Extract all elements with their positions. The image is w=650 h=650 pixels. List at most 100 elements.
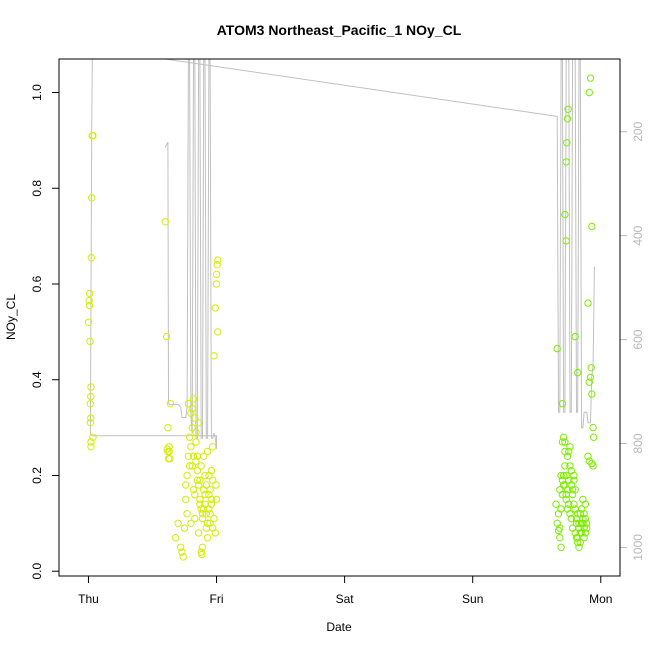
- data-point-0-25: [166, 455, 174, 463]
- data-point-0-55: [209, 443, 217, 451]
- data-point-1-20: [590, 433, 598, 441]
- data-point-0-43: [194, 419, 203, 427]
- data-point-1-77: [561, 447, 569, 456]
- data-point-1-16: [586, 373, 595, 381]
- data-point-1-7: [563, 115, 572, 123]
- plot-area: [84, 59, 598, 561]
- data-point-0-4: [86, 337, 94, 346]
- plot-series-group: [84, 59, 598, 561]
- x-tick-label-3: Sun: [462, 592, 483, 606]
- data-point-1-40: [574, 538, 582, 547]
- data-point-0-75: [194, 529, 203, 537]
- data-point-0-31: [179, 553, 187, 561]
- y-tick-label-1: 0.2: [30, 467, 44, 484]
- data-point-1-33: [565, 447, 573, 456]
- data-point-1-85: [571, 505, 579, 513]
- data-point-0-8: [86, 419, 95, 427]
- data-point-0-105: [207, 495, 216, 504]
- data-point-1-75: [558, 490, 567, 499]
- data-point-1-72: [583, 524, 591, 532]
- data-point-1-74: [557, 505, 565, 513]
- data-point-0-74: [193, 467, 202, 475]
- data-point-0-67: [184, 452, 193, 460]
- data-point-1-55: [561, 462, 569, 470]
- data-point-1-35: [567, 514, 575, 523]
- data-point-1-22: [588, 459, 596, 468]
- data-point-0-65: [182, 481, 190, 489]
- data-point-0-2: [86, 289, 94, 298]
- data-point-1-19: [589, 423, 597, 432]
- data-point-1-61: [568, 486, 577, 494]
- x-tick-label-4: Mon: [589, 592, 612, 606]
- right-tick-label-0: 200: [631, 121, 645, 141]
- data-point-1-90: [577, 529, 586, 537]
- data-point-0-63: [212, 495, 221, 504]
- y-axis-label: NOy_CL: [4, 294, 18, 340]
- data-point-0-23: [165, 443, 173, 451]
- x-axis-label: Date: [326, 620, 352, 634]
- right-tick-label-1: 400: [631, 225, 645, 245]
- data-point-0-42: [193, 476, 202, 484]
- y-tick-label-2: 0.4: [30, 371, 44, 388]
- x-tick-label-2: Sat: [336, 592, 355, 606]
- data-point-0-3: [85, 301, 94, 310]
- data-point-1-53: [558, 438, 567, 446]
- data-point-0-18: [162, 332, 171, 341]
- data-point-0-39: [189, 486, 198, 494]
- data-point-0-82: [203, 534, 212, 542]
- data-point-0-73: [192, 438, 200, 446]
- data-point-1-2: [561, 438, 569, 446]
- data-point-0-95: [194, 481, 203, 489]
- right-tick-label-2: 600: [631, 329, 645, 349]
- data-point-0-19: [164, 423, 172, 432]
- data-point-0-104: [206, 486, 214, 494]
- data-point-0-51: [203, 447, 212, 456]
- chart-title: ATOM3 Northeast_Pacific_1 NOy_CL: [217, 22, 462, 38]
- data-point-0-87: [210, 514, 218, 523]
- y-tick-label-3: 0.6: [30, 275, 44, 292]
- data-point-1-49: [585, 457, 593, 465]
- data-point-1-0: [553, 344, 561, 353]
- data-point-0-58: [212, 280, 221, 288]
- y-tick-label-5: 1.0: [30, 84, 44, 101]
- data-point-1-10: [574, 368, 582, 377]
- data-point-0-30: [178, 548, 186, 556]
- data-point-1-48: [584, 452, 592, 460]
- y-tick-label-0: 0.0: [30, 563, 44, 580]
- data-point-0-70: [188, 462, 196, 470]
- right-tick-label-3: 800: [631, 433, 645, 453]
- data-point-1-4: [562, 237, 570, 245]
- data-point-1-69: [579, 495, 587, 504]
- data-point-0-106: [209, 476, 217, 484]
- data-point-0-62: [214, 328, 222, 336]
- data-point-0-13: [88, 194, 96, 202]
- data-point-0-32: [180, 524, 189, 532]
- data-point-1-1: [558, 400, 567, 408]
- data-point-0-10: [87, 438, 95, 446]
- data-point-1-78: [562, 471, 570, 480]
- data-point-1-23: [552, 500, 560, 508]
- data-point-1-93: [581, 529, 590, 537]
- data-point-0-83: [205, 471, 213, 480]
- data-point-0-34: [183, 510, 191, 518]
- series-line-2: [89, 59, 595, 435]
- data-point-1-6: [563, 139, 571, 147]
- data-point-1-84: [570, 471, 578, 480]
- data-point-1-34: [566, 462, 574, 470]
- x-tick-label-1: Fri: [210, 592, 224, 606]
- data-point-1-18: [588, 390, 596, 398]
- data-point-1-27: [557, 543, 565, 551]
- data-point-0-27: [171, 534, 180, 542]
- data-point-0-37: [187, 443, 195, 451]
- data-point-1-5: [562, 158, 570, 166]
- data-point-0-5: [86, 400, 95, 408]
- data-point-0-102: [203, 519, 212, 527]
- data-point-0-36: [185, 462, 194, 470]
- data-point-0-77: [197, 462, 205, 470]
- data-point-1-11: [584, 299, 592, 307]
- right-tick-label-4: 1000: [631, 534, 645, 561]
- data-point-0-93: [192, 428, 200, 437]
- data-point-1-59: [566, 443, 574, 451]
- axes: Thu Fri Sat Sun Mon 0.0 0.2 0.4 0.6 0.8 1.0 200 400 6…: [30, 84, 645, 606]
- data-point-0-61: [214, 256, 222, 264]
